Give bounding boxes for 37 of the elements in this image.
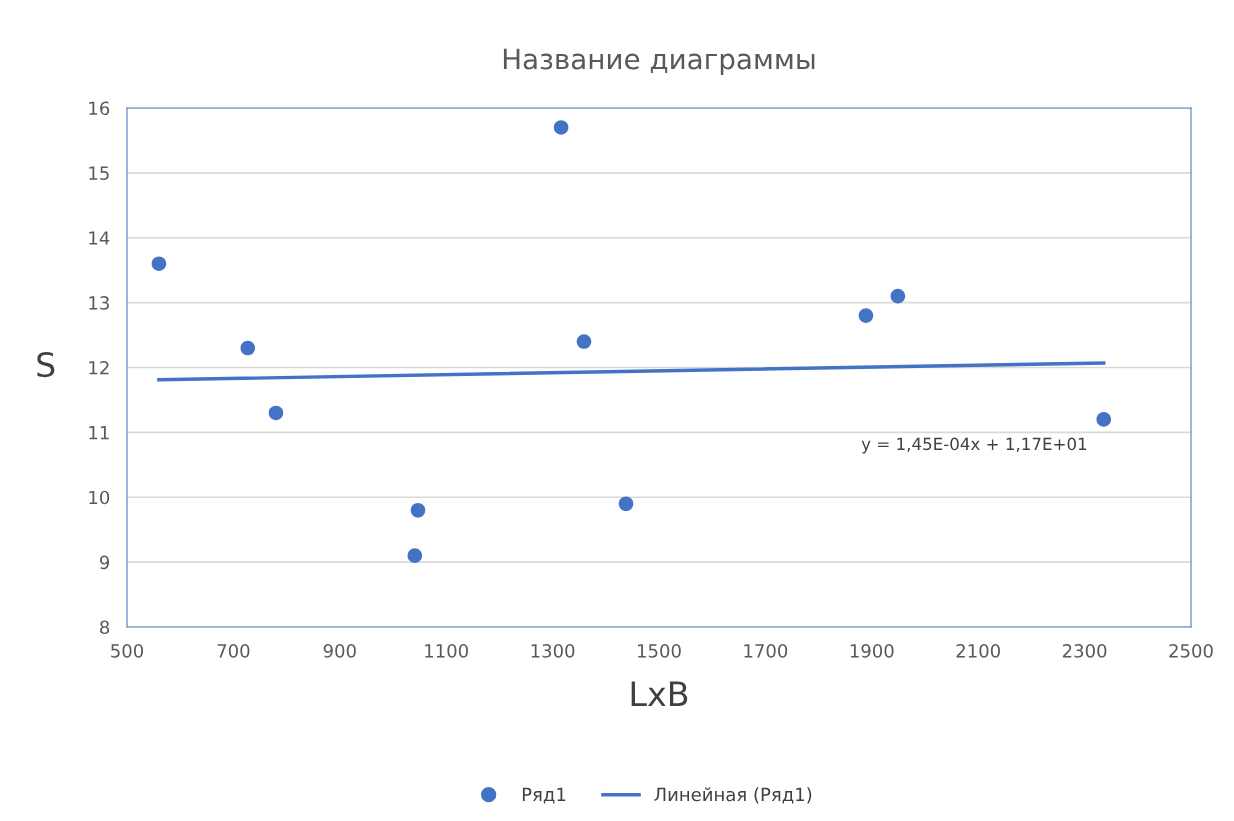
y-tick-label: 10 [89, 490, 110, 505]
x-tick-label: 2500 [1169, 643, 1213, 658]
point [151, 256, 167, 271]
x-tick-label: 2100 [956, 643, 1000, 658]
y-tick-label: 14 [89, 231, 110, 245]
point [858, 308, 874, 323]
chart-title: Название диаграммы [503, 48, 815, 75]
point [240, 340, 256, 356]
x-tick-label: 700 [217, 643, 250, 658]
y-tick-label: 12 [89, 360, 109, 375]
x-tick-label: 1500 [638, 643, 681, 658]
x-tick-label: 1300 [531, 643, 575, 658]
point [576, 334, 592, 349]
point [268, 405, 284, 421]
y-tick-label: 11 [89, 426, 109, 440]
x-tick-label: 900 [323, 643, 356, 658]
x-tick-label: 2300 [1062, 643, 1107, 658]
legend-label: Ряд1 [522, 787, 566, 804]
y-tick-label: 15 [89, 166, 109, 180]
point [1096, 412, 1112, 427]
legend-label: Линейная (Ряд1) [654, 787, 812, 804]
y-tick-label: 16 [89, 101, 110, 116]
point [890, 288, 906, 304]
y-tick-label: 9 [99, 555, 110, 570]
x-tick-label: 1100 [425, 643, 468, 658]
annotation: y = 1,45E-04x + 1,17E+01 [861, 437, 1087, 454]
point [618, 496, 634, 512]
point [553, 120, 569, 135]
x-tick-label: 1900 [850, 643, 894, 658]
y-tick-label: 13 [89, 296, 109, 310]
y-axis-title: S [37, 351, 55, 378]
x-tick-label: 1700 [744, 643, 788, 658]
point [410, 502, 426, 518]
x-tick-label: 500 [111, 643, 144, 658]
y-tick-label: 8 [100, 620, 110, 635]
point [407, 548, 423, 563]
x-axis-title: LxB [631, 681, 688, 706]
